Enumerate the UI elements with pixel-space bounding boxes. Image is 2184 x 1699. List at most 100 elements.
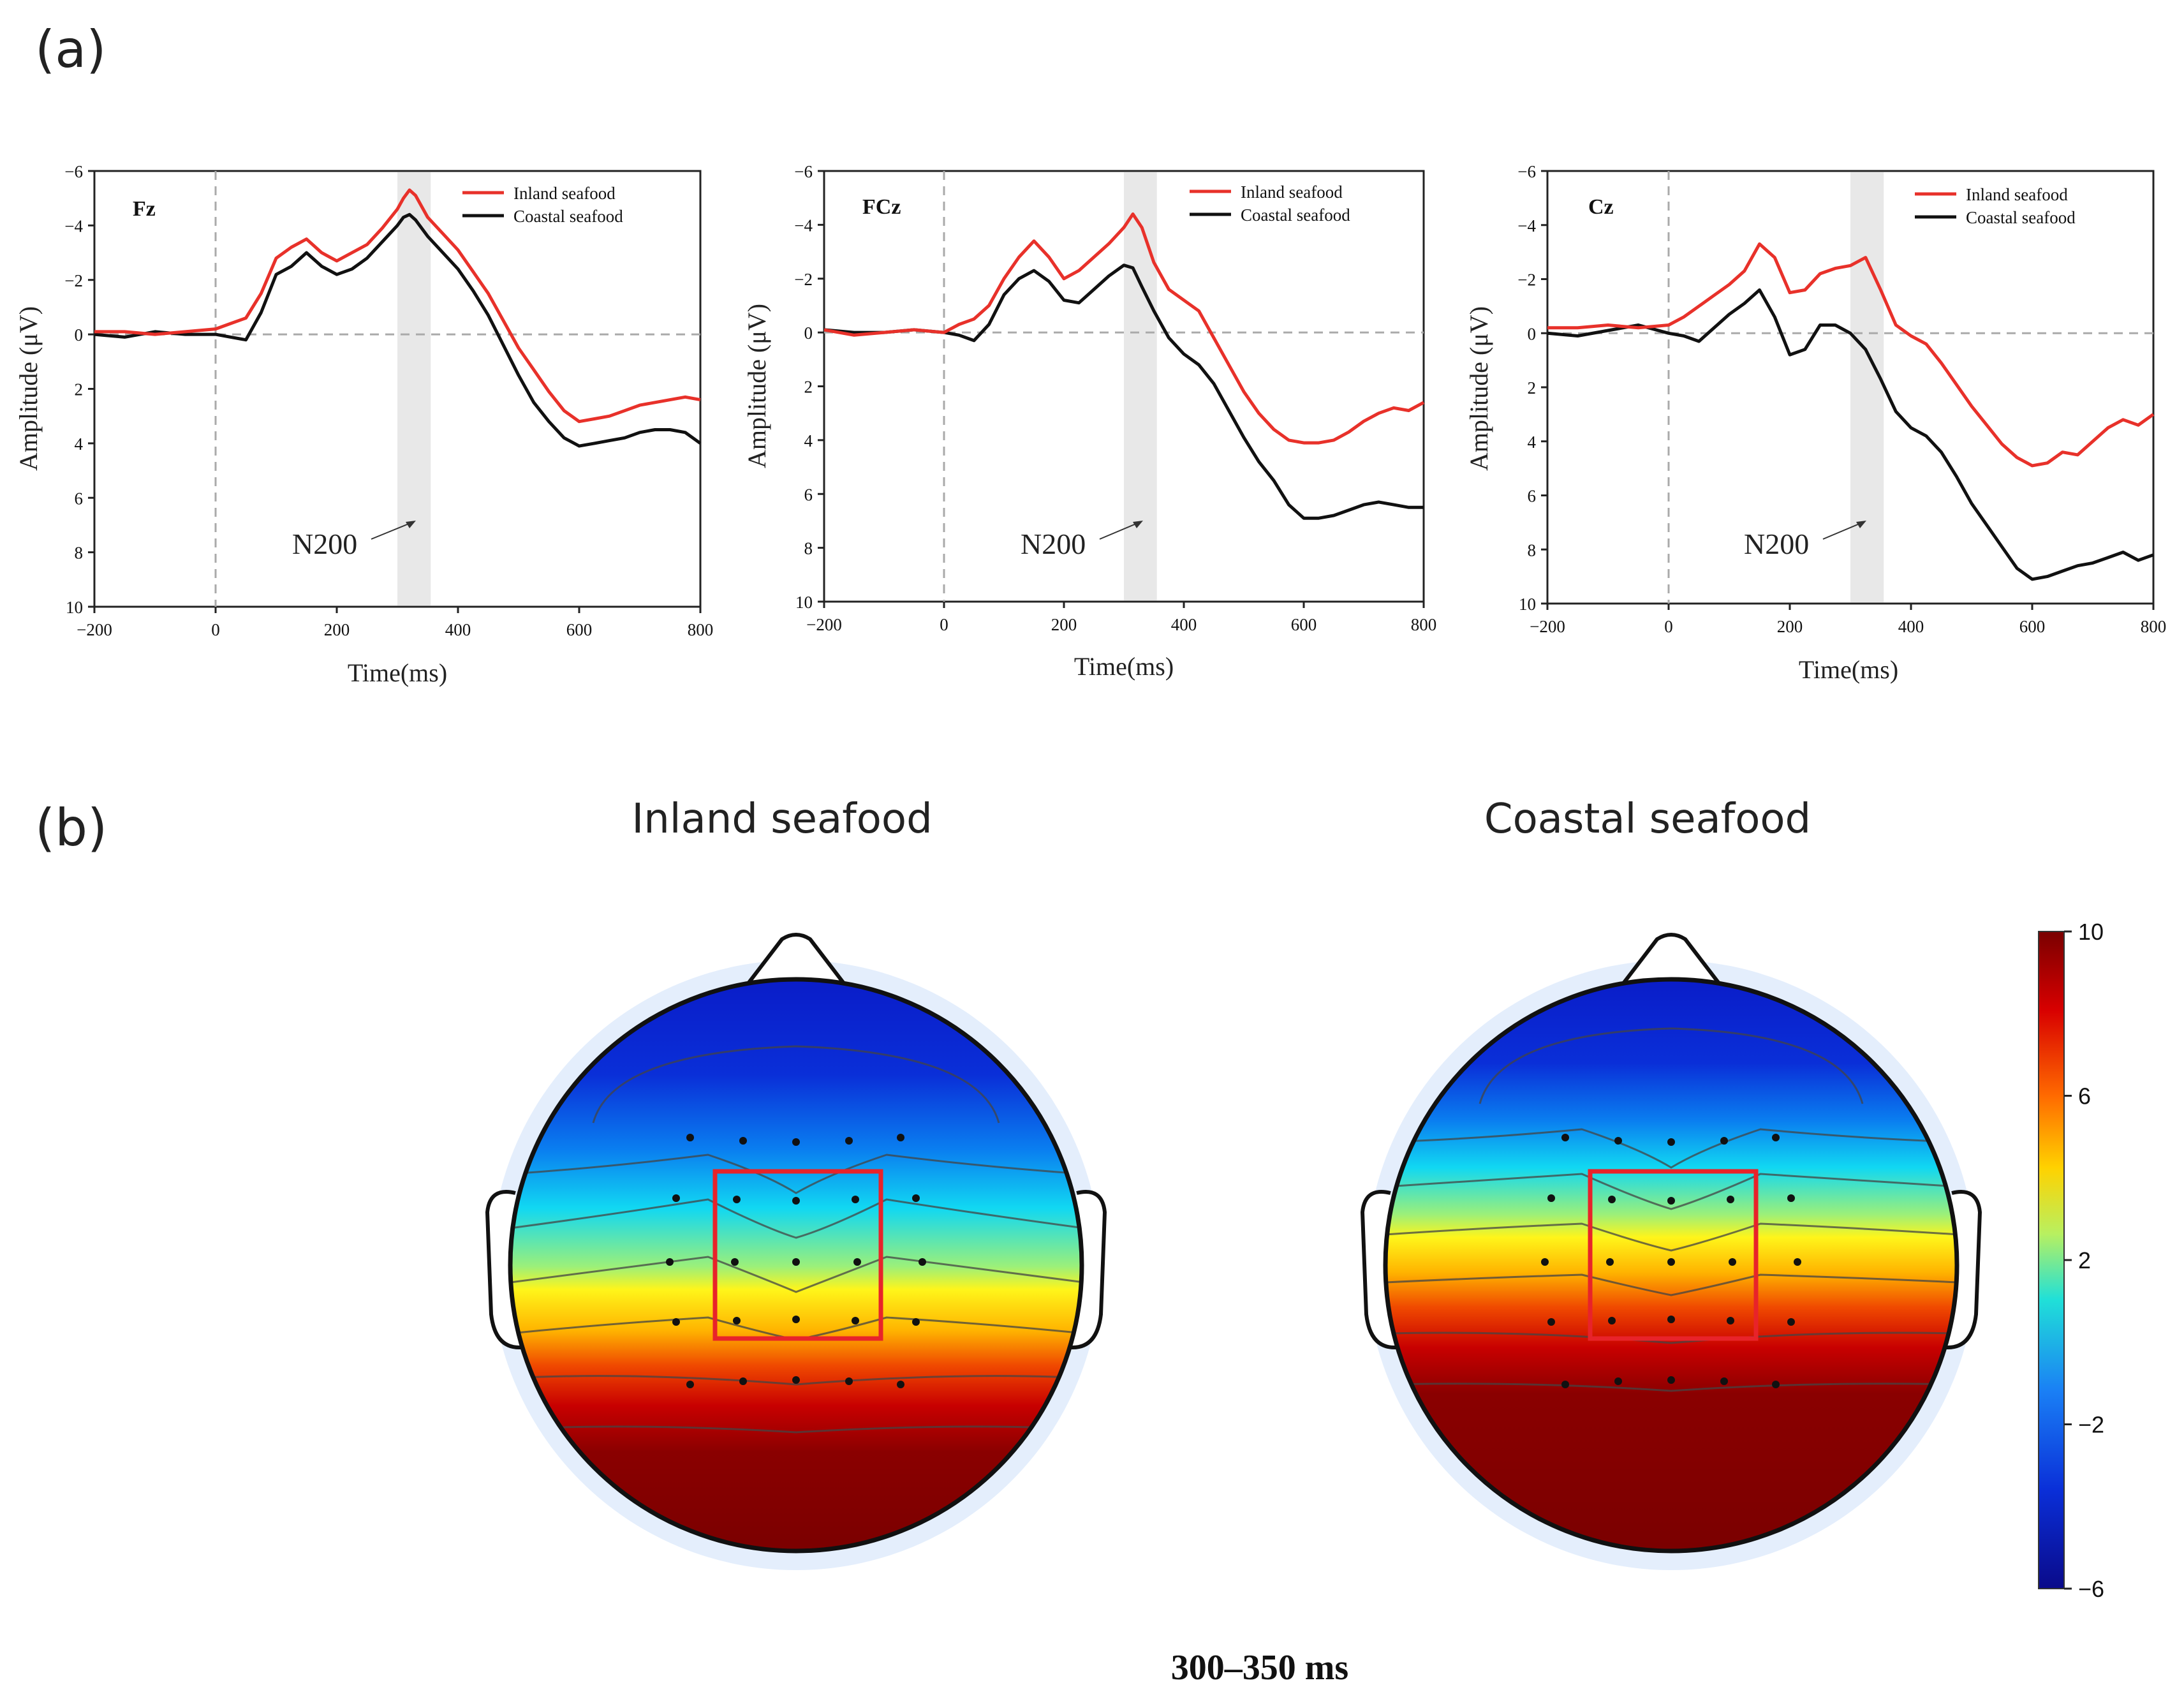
x-tick-label: −200 (806, 615, 842, 634)
colorbar-tick-label: −2 (2078, 1412, 2104, 1438)
x-axis-label: Time(ms) (1074, 652, 1174, 681)
y-tick-label: −6 (64, 162, 83, 181)
x-tick-label: 0 (211, 620, 220, 639)
x-tick-label: 400 (1171, 615, 1197, 634)
y-tick-label: 10 (1519, 595, 1536, 614)
y-tick-label: −2 (1517, 271, 1536, 290)
y-tick-label: 0 (75, 325, 84, 345)
x-axis-ticks: −200 0 200 400 600 800 (1530, 604, 2166, 636)
x-tick-label: 800 (688, 620, 714, 639)
inland-seafood-line (1547, 242, 2155, 468)
y-tick-label: 4 (1528, 433, 1537, 452)
colorbar-gradient-bar (2038, 931, 2065, 1589)
n200-annotation: N200 (1744, 528, 1809, 560)
y-axis-ticks: −6 −4 −2 0 2 4 6 8 10 (1517, 162, 1547, 614)
nose-outline (747, 933, 845, 984)
x-tick-label: −200 (1530, 617, 1565, 636)
n200-arrowhead (406, 521, 416, 528)
n200-arrowhead (1856, 521, 1866, 528)
colorbar-tick-label: 2 (2078, 1247, 2091, 1273)
y-tick-label: −6 (794, 162, 813, 181)
y-tick-label: −6 (1517, 162, 1536, 181)
y-axis-label: Amplitude (μV) (742, 304, 771, 468)
y-axis-label: Amplitude (μV) (1465, 306, 1493, 471)
n200-window-shade (1850, 172, 1884, 602)
n200-annotation: N200 (292, 528, 357, 560)
coastal-seafood-line (1547, 288, 2154, 581)
x-tick-label: 400 (1898, 617, 1924, 636)
x-tick-label: 600 (566, 620, 593, 639)
y-tick-label: 0 (1528, 324, 1537, 343)
topomap-title-coastal: Coastal seafood (1484, 796, 1811, 843)
x-tick-label: 200 (324, 620, 350, 639)
colorbar-tick-label: 10 (2078, 919, 2104, 945)
panel-b-label: (b) (35, 798, 107, 857)
x-axis-ticks: −200 0 200 400 600 800 (806, 602, 1436, 634)
y-tick-label: 4 (804, 431, 813, 450)
electrode-dots (666, 1134, 926, 1388)
x-tick-label: 800 (2141, 617, 2167, 636)
x-tick-label: 400 (445, 620, 471, 639)
head-outline (508, 977, 1084, 1554)
y-tick-label: 10 (795, 593, 813, 612)
time-window-label: 300–350 ms (1171, 1648, 1348, 1688)
y-tick-label: −2 (794, 270, 813, 289)
y-tick-label: −4 (64, 216, 83, 235)
colorbar: 10 6 2 −2 −6 (2038, 919, 2104, 1602)
x-axis-label: Time(ms) (348, 658, 447, 687)
legend-label-inland: Inland seafood (1966, 185, 2068, 204)
y-tick-label: 2 (1528, 378, 1537, 397)
colorbar-tick-label: −6 (2078, 1576, 2104, 1602)
y-axis-label: Amplitude (μV) (14, 306, 43, 471)
y-tick-label: 2 (804, 378, 813, 397)
x-tick-label: 0 (940, 615, 948, 634)
legend: Inland seafood Coastal seafood (1915, 185, 2076, 227)
legend-label-coastal: Coastal seafood (1966, 208, 2076, 227)
y-tick-label: −4 (1517, 216, 1536, 235)
y-tick-label: 6 (1528, 487, 1537, 506)
electrode-dots (1541, 1134, 1801, 1388)
erp-chart-cz: −200 0 200 400 600 800 −6 −4 −2 0 2 4 6 8 10 Cz Inlan… (1465, 162, 2166, 684)
y-tick-label: 6 (804, 485, 813, 504)
topomap-coastal (1360, 933, 1982, 1570)
y-axis-ticks: −6 −4 −2 0 2 4 6 8 10 (64, 162, 94, 617)
electrode-label: Fz (133, 197, 156, 221)
y-tick-label: 8 (804, 539, 813, 558)
colorbar-tick-label: 6 (2078, 1083, 2091, 1109)
inland-seafood-line (823, 212, 1425, 445)
x-axis-label: Time(ms) (1799, 655, 1898, 684)
y-tick-label: −2 (64, 271, 83, 290)
n200-annotation: N200 (1021, 528, 1086, 560)
erp-chart-fz: −200 0 200 400 600 800 −6 −4 −2 0 2 4 6 8 10 Fz Inlan… (14, 162, 713, 687)
n200-arrow (1822, 521, 1864, 540)
x-tick-label: 0 (1664, 617, 1673, 636)
coastal-seafood-line (823, 263, 1424, 520)
roi-box (1588, 1169, 1759, 1341)
topomap-inland (485, 933, 1107, 1570)
y-tick-label: 8 (75, 544, 84, 563)
n200-arrow (371, 521, 414, 540)
colorbar-ticks: 10 6 2 −2 −6 (2064, 919, 2104, 1602)
y-tick-label: 2 (75, 380, 84, 399)
y-axis-ticks: −6 −4 −2 0 2 4 6 8 10 (794, 162, 824, 612)
y-tick-label: 8 (1528, 540, 1537, 560)
legend-label-coastal: Coastal seafood (1241, 205, 1350, 225)
panel-a-label: (a) (35, 20, 106, 79)
electrode-label: Cz (1588, 195, 1614, 219)
n200-window-shade (397, 172, 431, 605)
erp-chart-fcz: −200 0 200 400 600 800 −6 −4 −2 0 2 4 6 8 10 FCz Inla… (742, 162, 1436, 681)
x-axis-ticks: −200 0 200 400 600 800 (77, 607, 713, 639)
y-tick-label: −4 (794, 216, 813, 235)
n200-arrowhead (1133, 521, 1143, 528)
n200-window-shade (1124, 172, 1157, 600)
roi-box (712, 1169, 883, 1341)
legend: Inland seafood Coastal seafood (462, 184, 623, 226)
y-tick-label: 10 (66, 598, 83, 617)
y-tick-label: 6 (75, 489, 84, 508)
x-tick-label: 200 (1777, 617, 1803, 636)
y-tick-label: 0 (804, 323, 813, 343)
topomap-title-inland: Inland seafood (631, 796, 932, 843)
nose-outline (1622, 933, 1720, 984)
y-tick-label: 4 (75, 434, 84, 454)
coastal-seafood-line (94, 212, 702, 448)
